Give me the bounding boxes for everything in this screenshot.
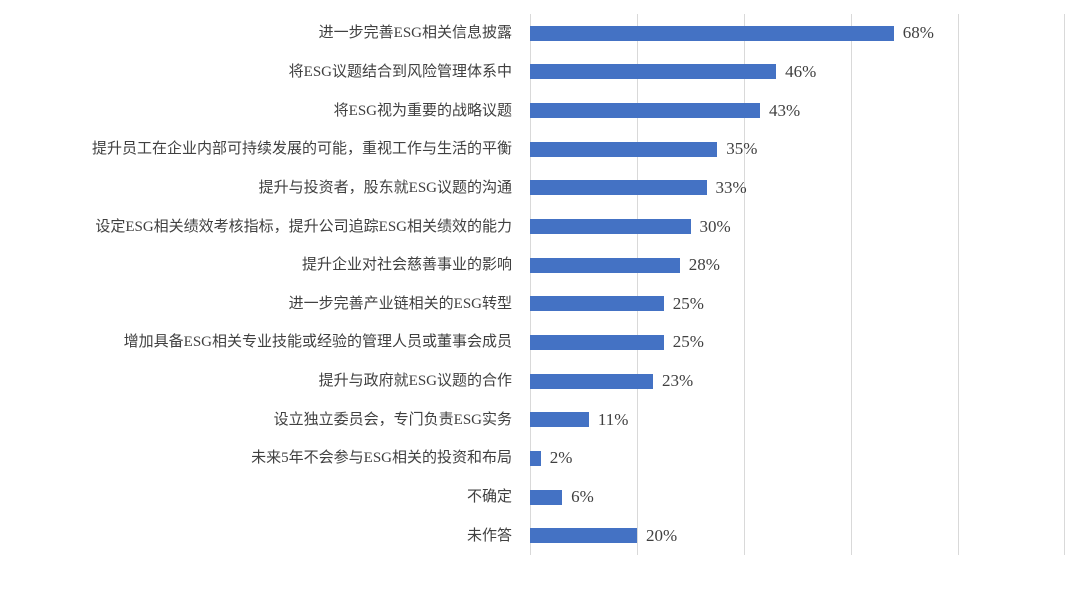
value-label: 25% [672,332,704,352]
bar-area: 11% [522,410,1072,430]
bar-row: 设立独立委员会，专门负责ESG实务 11% [0,400,1080,439]
category-label: 未作答 [466,527,512,544]
category-label: 进一步完善产业链相关的ESG转型 [288,295,512,312]
value-label: 23% [662,371,694,391]
bar-rows: 进一步完善ESG相关信息披露 68% 将ESG议题结合到风险管理体系中 46% … [0,14,1080,555]
bar-area: 25% [522,332,1072,352]
bar [530,25,894,41]
bar-row: 提升员工在企业内部可持续发展的可能，重视工作与生活的平衡 35% [0,130,1080,169]
bar-row: 进一步完善产业链相关的ESG转型 25% [0,284,1080,323]
value-label: 30% [699,216,731,236]
bar-area: 68% [522,23,1072,43]
bar [530,373,654,389]
bar-area: 28% [522,255,1072,275]
value-label: 20% [646,525,678,545]
bar-row: 不确定 6% [0,478,1080,517]
bar [530,334,664,350]
value-label: 6% [571,487,594,506]
gridline-60-percent [851,14,852,555]
bar-area: 46% [522,62,1072,82]
category-label: 设立独立委员会，专门负责ESG实务 [273,411,512,428]
gridline-20-percent [637,14,638,555]
gridline-40-percent [744,14,745,555]
bar-area: 43% [522,101,1072,121]
value-label: 25% [672,293,704,313]
bar-row: 将ESG议题结合到风险管理体系中 46% [0,53,1080,92]
bar-row: 增加具备ESG相关专业技能或经验的管理人员或董事会成员 25% [0,323,1080,362]
category-label: 设定ESG相关绩效考核指标，提升公司追踪ESG相关绩效的能力 [95,218,512,235]
bar-area: 35% [522,139,1072,159]
bar-area: 2% [522,448,1072,468]
value-label: 43% [769,100,801,120]
bar [530,257,680,273]
bar-row: 将ESG视为重要的战略议题 43% [0,91,1080,130]
bar [530,141,718,157]
bar-row: 提升与政府就ESG议题的合作 23% [0,362,1080,401]
category-label: 提升员工在企业内部可持续发展的可能，重视工作与生活的平衡 [91,141,512,158]
bar-area: 33% [522,178,1072,198]
bar-row: 提升与投资者，股东就ESG议题的沟通 33% [0,169,1080,208]
category-label: 提升与投资者，股东就ESG议题的沟通 [258,179,512,196]
value-label: 11% [597,409,629,429]
bar [530,64,777,80]
category-label: 将ESG视为重要的战略议题 [333,102,512,119]
category-label: 提升企业对社会慈善事业的影响 [301,257,512,274]
value-label: 35% [726,139,758,159]
bar-row: 未作答 20% [0,516,1080,555]
bar [530,180,707,196]
bar [530,296,664,312]
value-label: 46% [785,61,817,81]
bar [530,219,691,235]
bar [530,450,541,466]
gridline-0-percent [530,14,531,555]
bar-row: 进一步完善ESG相关信息披露 68% [0,14,1080,53]
bar [530,412,589,428]
bar-area: 25% [522,294,1072,314]
bar-row: 提升企业对社会慈善事业的影响 28% [0,246,1080,285]
value-label: 68% [902,23,934,43]
value-label: 2% [549,448,573,468]
gridline-100-percent [1064,14,1065,555]
bar-area: 20% [522,526,1072,546]
bar [530,528,637,544]
category-label: 不确定 [466,489,512,505]
gridline-80-percent [958,14,959,555]
bar-area: 6% [522,487,1072,507]
bar [530,103,761,119]
category-label: 将ESG议题结合到风险管理体系中 [288,63,512,80]
value-label: 28% [688,255,720,275]
bar [530,489,563,505]
value-label: 33% [715,177,747,197]
category-label: 提升与政府就ESG议题的合作 [318,373,512,390]
category-label: 进一步完善ESG相关信息披露 [318,25,512,42]
category-label: 增加具备ESG相关专业技能或经验的管理人员或董事会成员 [123,334,512,351]
bar-row: 设定ESG相关绩效考核指标，提升公司追踪ESG相关绩效的能力 30% [0,207,1080,246]
bar-row: 未来5年不会参与ESG相关的投资和布局 2% [0,439,1080,478]
bar-area: 23% [522,371,1072,391]
bar-area: 30% [522,217,1072,237]
plot-gridlines [530,14,1065,555]
category-label: 未来5年不会参与ESG相关的投资和布局 [251,450,512,467]
